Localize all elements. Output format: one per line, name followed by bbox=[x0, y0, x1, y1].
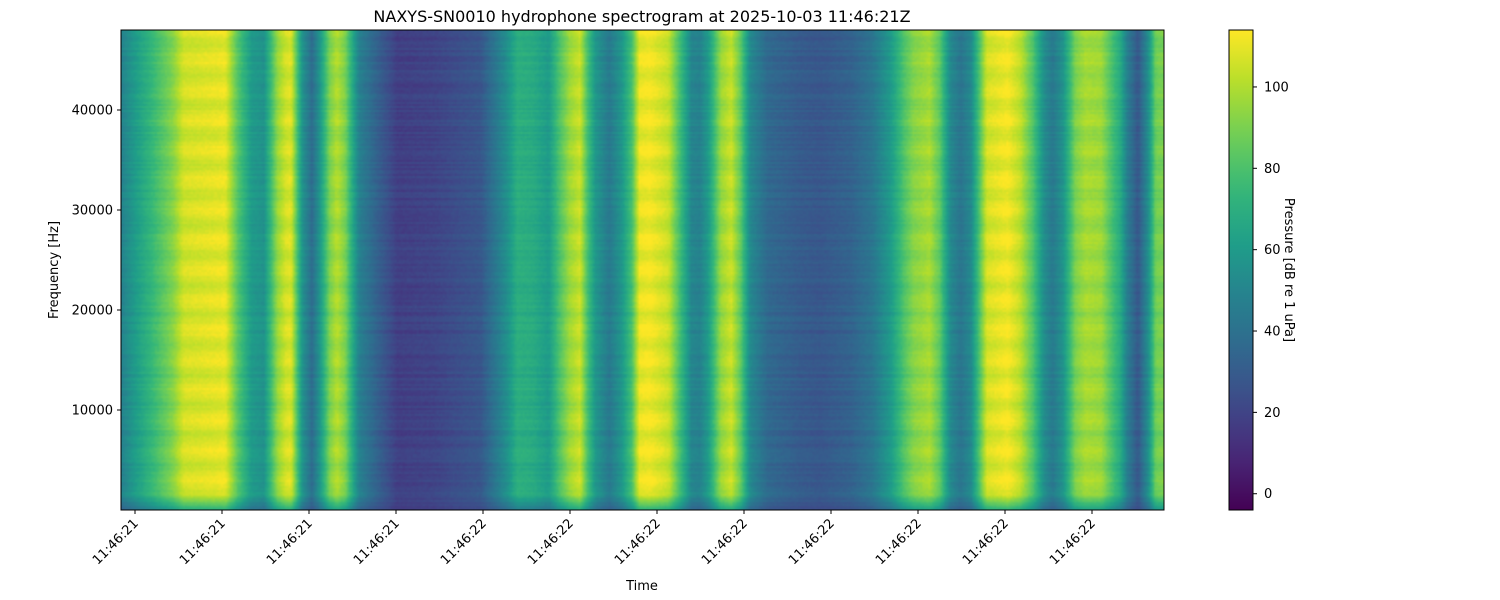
colorbar-fill bbox=[1229, 30, 1253, 510]
x-axis-label: Time bbox=[625, 579, 658, 594]
x-tick-label: 11:46:21 bbox=[90, 516, 142, 568]
colorbar-label: Pressure [dB re 1 uPa] bbox=[1281, 198, 1296, 342]
colorbar-tick-label: 100 bbox=[1264, 80, 1289, 95]
colorbar-frame bbox=[1228, 29, 1254, 511]
colorbar-tick-label: 60 bbox=[1264, 243, 1281, 258]
colorbar-tick-label: 80 bbox=[1264, 162, 1281, 177]
colorbar-tick-label: 20 bbox=[1264, 406, 1281, 421]
plot-frame bbox=[120, 29, 1165, 511]
x-tick-label: 11:46:22 bbox=[960, 516, 1012, 568]
chart-title: NAXYS-SN0010 hydrophone spectrogram at 2… bbox=[373, 7, 910, 26]
y-tick-label: 10000 bbox=[72, 404, 113, 419]
y-tick-label: 20000 bbox=[72, 304, 113, 319]
x-axis: 11:46:21 11:46:21 11:46:21 11:46:21 11:46:22… bbox=[90, 510, 1099, 568]
x-tick-label: 11:46:21 bbox=[177, 516, 229, 568]
x-tick-label: 11:46:22 bbox=[786, 516, 838, 568]
colorbar-tick-label: 40 bbox=[1264, 325, 1281, 340]
x-tick-label: 11:46:22 bbox=[612, 516, 664, 568]
colorbar-tick-label: 0 bbox=[1264, 487, 1272, 502]
y-tick-label: 40000 bbox=[72, 104, 113, 119]
spectrogram-heatmap bbox=[121, 30, 1164, 510]
y-axis-label: Frequency [Hz] bbox=[47, 221, 62, 319]
colorbar-ticks: 0 20 40 60 80 100 bbox=[1253, 80, 1289, 502]
x-tick-label: 11:46:22 bbox=[873, 516, 925, 568]
plot-area bbox=[120, 29, 1165, 511]
y-axis: 10000 20000 30000 40000 bbox=[72, 104, 121, 419]
y-tick-label: 30000 bbox=[72, 204, 113, 219]
x-tick-label: 11:46:22 bbox=[1047, 516, 1099, 568]
x-tick-label: 11:46:21 bbox=[351, 516, 403, 568]
x-tick-label: 11:46:22 bbox=[438, 516, 490, 568]
x-tick-label: 11:46:22 bbox=[525, 516, 577, 568]
x-tick-label: 11:46:22 bbox=[699, 516, 751, 568]
colorbar: 0 20 40 60 80 100 bbox=[1228, 29, 1289, 511]
x-tick-label: 11:46:21 bbox=[264, 516, 316, 568]
